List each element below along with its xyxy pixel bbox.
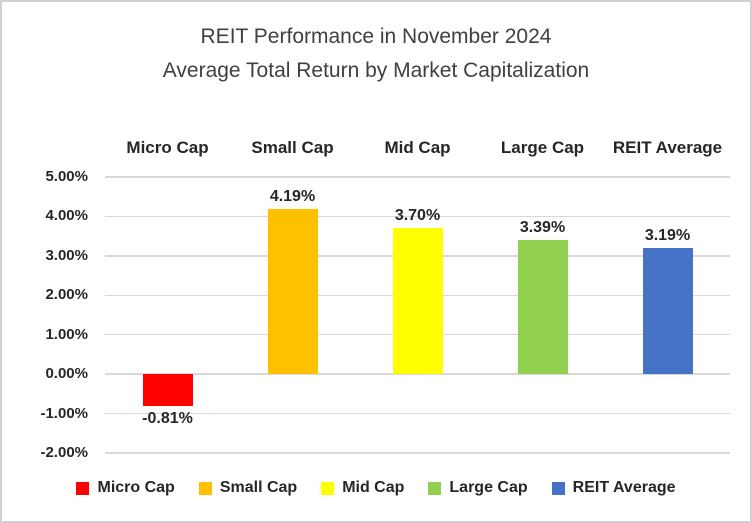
chart-title: REIT Performance in November 2024 Averag… [2,20,750,88]
legend-label-mid-cap: Mid Cap [342,479,405,496]
category-header-micro-cap: Micro Cap [126,138,209,157]
data-label-small-cap: 4.19% [269,187,316,205]
legend-entry-reit-average: REIT Average [551,479,676,497]
category-header-reit-average: REIT Average [612,138,723,157]
legend-swatch-micro-cap [76,481,90,495]
chart-title-line1: REIT Performance in November 2024 [200,25,552,48]
legend-label-small-cap: Small Cap [219,479,298,496]
y-axis-tick-label: 4.00% [45,207,88,225]
bar-mid-cap [392,228,443,375]
bar-large-cap [517,240,568,375]
chart-title-line2: Average Total Return by Market Capitaliz… [162,59,590,82]
y-axis-tick-label: 1.00% [45,325,88,343]
data-label-micro-cap: -0.81% [142,410,193,428]
legend-label-large-cap: Large Cap [449,479,528,496]
gridline [105,373,730,375]
data-label-large-cap: 3.39% [519,219,566,237]
legend-label-reit-average: REIT Average [572,479,676,496]
legend-entry-mid-cap: Mid Cap [321,479,404,497]
legend-entry-large-cap: Large Cap [428,479,528,497]
data-label-mid-cap: 3.70% [394,207,441,225]
y-axis-tick-label: 5.00% [45,168,88,185]
bar-small-cap [267,208,318,375]
category-header-large-cap: Large Cap [500,138,585,157]
chart-legend: Micro Cap Small Cap Mid Cap Large Cap REIT A… [2,479,750,497]
y-axis-tick-label: 0.00% [45,365,88,383]
y-axis-tick-label: 3.00% [45,246,88,264]
gridline [105,176,730,178]
bar-micro-cap [142,374,193,407]
gridline [105,452,730,454]
legend-label-micro-cap: Micro Cap [97,479,175,496]
legend-swatch-mid-cap [321,481,335,495]
legend-entry-micro-cap: Micro Cap [76,479,175,497]
y-axis-tick-label: -1.00% [40,404,88,422]
category-header-small-cap: Small Cap [251,138,334,157]
gridline [105,215,730,218]
y-axis-tick-label: -2.00% [40,444,88,461]
data-label-reit-average: 3.19% [644,227,691,245]
legend-entry-small-cap: Small Cap [198,479,298,497]
legend-swatch-small-cap [198,481,212,495]
legend-swatch-reit-average [551,481,565,495]
legend-swatch-large-cap [428,481,442,495]
category-header-mid-cap: Mid Cap [384,138,451,157]
gridline [105,412,730,415]
y-axis-tick-label: 2.00% [45,286,88,304]
bar-reit-average [642,248,693,375]
